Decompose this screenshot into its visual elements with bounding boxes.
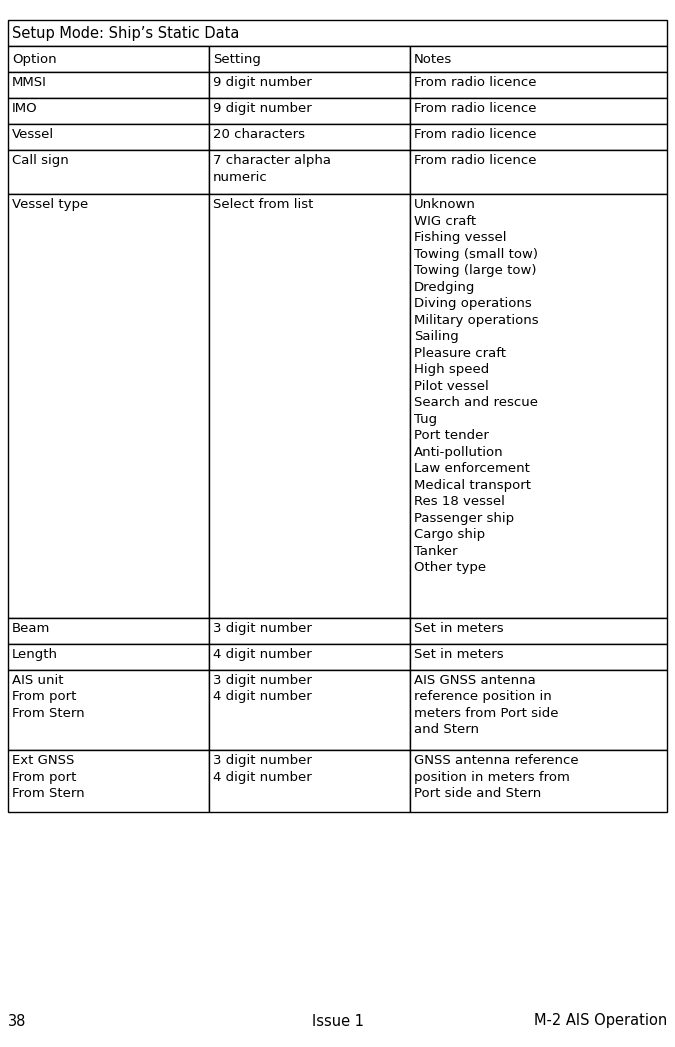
Text: GNSS antenna reference
position in meters from
Port side and Stern: GNSS antenna reference position in meter… [414, 754, 578, 800]
Text: 20 characters: 20 characters [213, 128, 305, 141]
Text: Set in meters: Set in meters [414, 648, 504, 661]
Text: Set in meters: Set in meters [414, 622, 504, 634]
Bar [410, 670, 667, 750]
Bar [8, 46, 209, 72]
Text: 3 digit number
4 digit number: 3 digit number 4 digit number [213, 754, 312, 783]
Text: 7 character alpha
numeric: 7 character alpha numeric [213, 154, 331, 184]
Text: M-2 AIS Operation: M-2 AIS Operation [534, 1013, 667, 1028]
Text: Beam: Beam [12, 622, 51, 634]
Text: Vessel type: Vessel type [12, 198, 88, 211]
Text: AIS unit
From port
From Stern: AIS unit From port From Stern [12, 674, 84, 719]
Text: AIS GNSS antenna
reference position in
meters from Port side
and Stern: AIS GNSS antenna reference position in m… [414, 674, 558, 736]
Text: Length: Length [12, 648, 58, 661]
Text: Unknown
WIG craft
Fishing vessel
Towing (small tow)
Towing (large tow)
Dredging
: Unknown WIG craft Fishing vessel Towing … [414, 198, 539, 575]
Bar [8, 618, 209, 644]
Text: 9 digit number: 9 digit number [213, 103, 312, 115]
Bar [8, 750, 209, 812]
Bar [410, 151, 667, 195]
Bar [410, 750, 667, 812]
Text: From radio licence: From radio licence [414, 76, 537, 89]
Text: 3 digit number
4 digit number: 3 digit number 4 digit number [213, 674, 312, 704]
Bar [410, 72, 667, 98]
Bar [8, 644, 209, 670]
Bar [8, 72, 209, 98]
Bar [410, 644, 667, 670]
Text: Issue 1: Issue 1 [311, 1013, 364, 1028]
Text: Call sign: Call sign [12, 154, 69, 168]
Bar [209, 644, 410, 670]
Bar [8, 20, 667, 46]
Bar [209, 195, 410, 618]
Bar [209, 618, 410, 644]
Bar [8, 125, 209, 151]
Bar [209, 98, 410, 125]
Text: MMSI: MMSI [12, 76, 47, 89]
Text: 4 digit number: 4 digit number [213, 648, 312, 661]
Bar [209, 670, 410, 750]
Text: Vessel: Vessel [12, 128, 54, 141]
Text: Notes: Notes [414, 52, 452, 66]
Text: From radio licence: From radio licence [414, 128, 537, 141]
Bar [410, 46, 667, 72]
Text: From radio licence: From radio licence [414, 103, 537, 115]
Bar [8, 151, 209, 195]
Bar [8, 98, 209, 125]
Text: Setup Mode: Ship’s Static Data: Setup Mode: Ship’s Static Data [12, 25, 240, 41]
Text: 9 digit number: 9 digit number [213, 76, 312, 89]
Text: Setting: Setting [213, 52, 261, 66]
Text: IMO: IMO [12, 103, 38, 115]
Bar [410, 618, 667, 644]
Bar [209, 72, 410, 98]
Bar [209, 46, 410, 72]
Bar [209, 750, 410, 812]
Bar [410, 98, 667, 125]
Bar [410, 195, 667, 618]
Text: 38: 38 [8, 1013, 26, 1028]
Text: Select from list: Select from list [213, 198, 313, 211]
Text: Option: Option [12, 52, 57, 66]
Bar [8, 670, 209, 750]
Bar [410, 125, 667, 151]
Bar [209, 151, 410, 195]
Bar [8, 195, 209, 618]
Bar [209, 125, 410, 151]
Text: 3 digit number: 3 digit number [213, 622, 312, 634]
Text: Ext GNSS
From port
From Stern: Ext GNSS From port From Stern [12, 754, 84, 800]
Text: From radio licence: From radio licence [414, 154, 537, 168]
